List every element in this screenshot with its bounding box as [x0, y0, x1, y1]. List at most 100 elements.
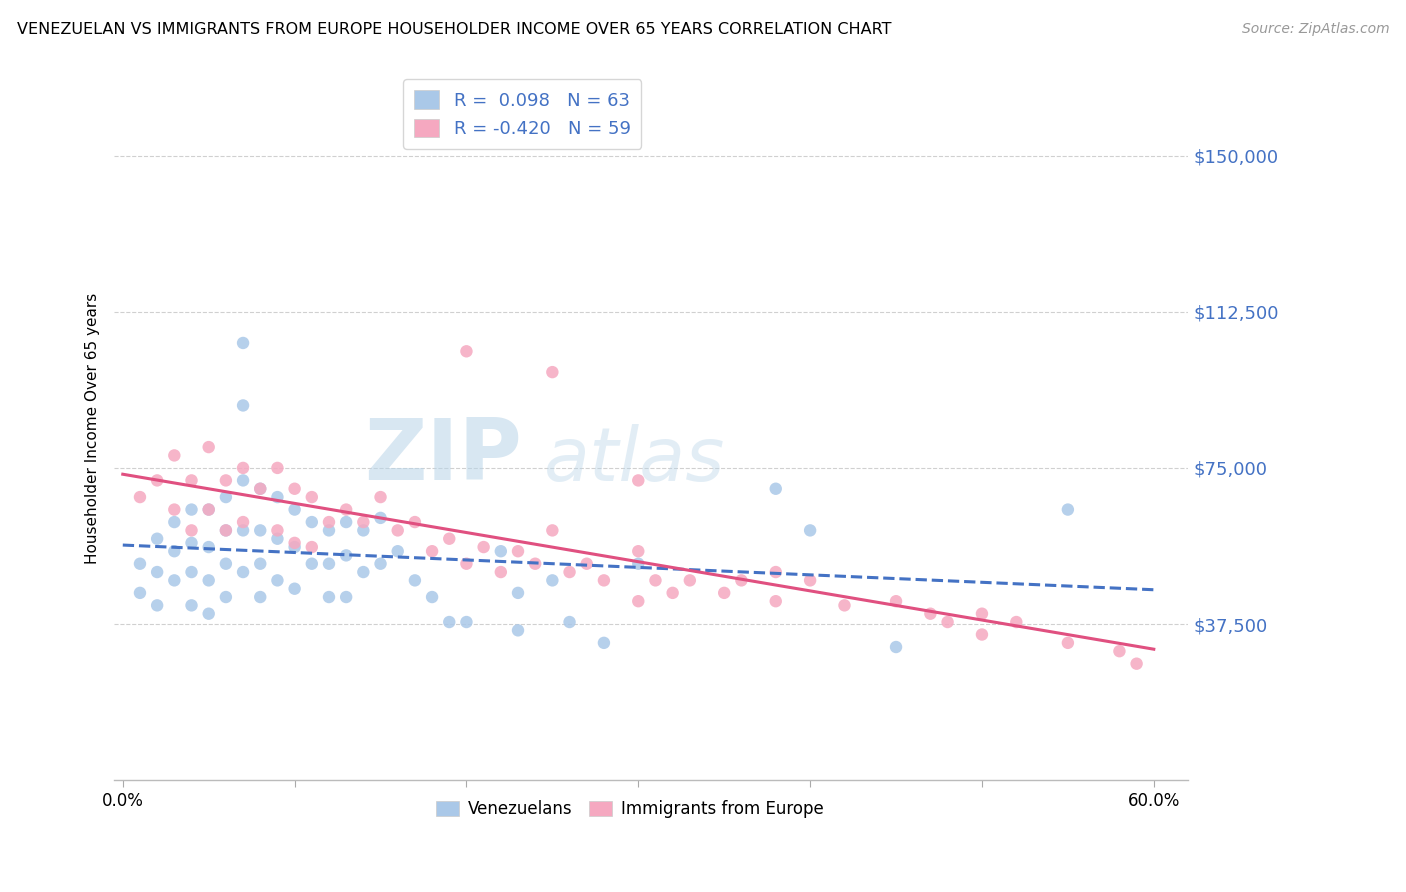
- Point: [1005, 615, 1028, 629]
- Point: [541, 365, 564, 379]
- Point: [180, 536, 202, 550]
- Point: [524, 557, 547, 571]
- Point: [146, 565, 169, 579]
- Point: [404, 574, 426, 588]
- Point: [1057, 502, 1080, 516]
- Point: [352, 565, 374, 579]
- Point: [197, 502, 219, 516]
- Point: [936, 615, 959, 629]
- Point: [266, 532, 288, 546]
- Point: [456, 344, 478, 359]
- Point: [439, 615, 461, 629]
- Text: ZIP: ZIP: [364, 416, 522, 499]
- Point: [765, 565, 787, 579]
- Text: atlas: atlas: [544, 425, 725, 497]
- Text: VENEZUELAN VS IMMIGRANTS FROM EUROPE HOUSEHOLDER INCOME OVER 65 YEARS CORRELATIO: VENEZUELAN VS IMMIGRANTS FROM EUROPE HOU…: [17, 22, 891, 37]
- Point: [215, 524, 238, 538]
- Point: [420, 590, 443, 604]
- Point: [335, 515, 357, 529]
- Point: [627, 594, 650, 608]
- Point: [232, 399, 254, 413]
- Point: [920, 607, 942, 621]
- Point: [215, 474, 238, 488]
- Point: [506, 586, 529, 600]
- Point: [266, 490, 288, 504]
- Legend: Venezuelans, Immigrants from Europe: Venezuelans, Immigrants from Europe: [429, 793, 830, 825]
- Point: [627, 544, 650, 558]
- Point: [387, 524, 409, 538]
- Point: [197, 574, 219, 588]
- Point: [834, 599, 856, 613]
- Point: [352, 524, 374, 538]
- Point: [318, 515, 340, 529]
- Point: [284, 582, 307, 596]
- Point: [404, 515, 426, 529]
- Point: [593, 636, 616, 650]
- Point: [352, 515, 374, 529]
- Point: [370, 490, 392, 504]
- Point: [284, 502, 307, 516]
- Point: [163, 502, 186, 516]
- Point: [558, 615, 581, 629]
- Point: [146, 474, 169, 488]
- Point: [370, 557, 392, 571]
- Point: [506, 624, 529, 638]
- Point: [387, 544, 409, 558]
- Point: [335, 590, 357, 604]
- Point: [765, 594, 787, 608]
- Point: [232, 565, 254, 579]
- Point: [1125, 657, 1147, 671]
- Point: [506, 544, 529, 558]
- Point: [163, 515, 186, 529]
- Point: [180, 474, 202, 488]
- Point: [884, 594, 907, 608]
- Point: [163, 544, 186, 558]
- Point: [232, 461, 254, 475]
- Point: [318, 524, 340, 538]
- Point: [301, 557, 323, 571]
- Point: [215, 490, 238, 504]
- Point: [249, 557, 271, 571]
- Point: [456, 557, 478, 571]
- Point: [489, 544, 512, 558]
- Point: [301, 540, 323, 554]
- Y-axis label: Householder Income Over 65 years: Householder Income Over 65 years: [86, 293, 100, 565]
- Point: [266, 574, 288, 588]
- Point: [970, 627, 993, 641]
- Point: [541, 574, 564, 588]
- Point: [1108, 644, 1130, 658]
- Point: [249, 524, 271, 538]
- Point: [232, 474, 254, 488]
- Point: [541, 524, 564, 538]
- Point: [679, 574, 702, 588]
- Point: [730, 574, 752, 588]
- Point: [249, 482, 271, 496]
- Point: [180, 599, 202, 613]
- Point: [232, 515, 254, 529]
- Point: [129, 490, 152, 504]
- Point: [197, 540, 219, 554]
- Point: [197, 502, 219, 516]
- Point: [146, 532, 169, 546]
- Point: [799, 574, 821, 588]
- Point: [249, 482, 271, 496]
- Point: [713, 586, 735, 600]
- Point: [644, 574, 666, 588]
- Point: [575, 557, 598, 571]
- Point: [370, 511, 392, 525]
- Point: [232, 335, 254, 350]
- Point: [301, 490, 323, 504]
- Text: Source: ZipAtlas.com: Source: ZipAtlas.com: [1241, 22, 1389, 37]
- Point: [661, 586, 683, 600]
- Point: [232, 524, 254, 538]
- Point: [129, 586, 152, 600]
- Point: [215, 524, 238, 538]
- Point: [439, 532, 461, 546]
- Point: [163, 449, 186, 463]
- Point: [180, 565, 202, 579]
- Point: [420, 544, 443, 558]
- Point: [318, 590, 340, 604]
- Point: [456, 615, 478, 629]
- Point: [765, 482, 787, 496]
- Point: [799, 524, 821, 538]
